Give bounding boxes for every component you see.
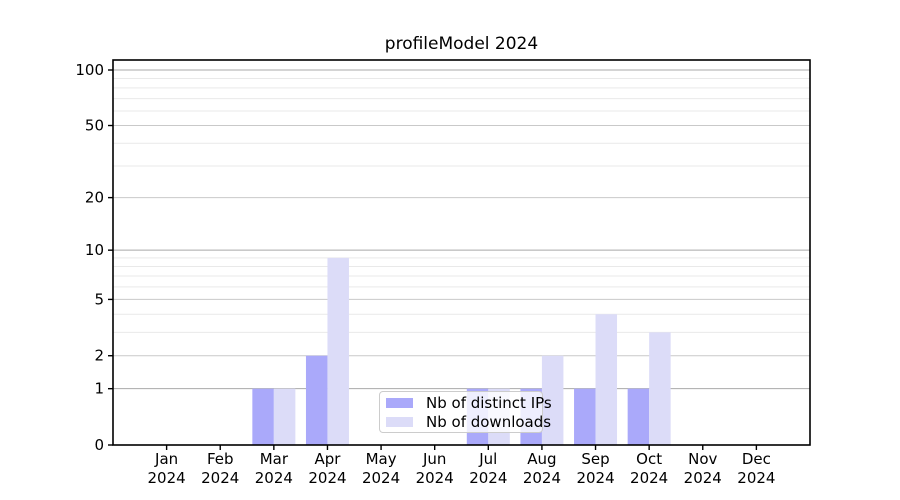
x-tick-label-year: 2024	[469, 469, 507, 487]
bar-distinct-ips	[627, 388, 650, 445]
x-tick-label-year: 2024	[255, 469, 293, 487]
legend-label-downloads: Nb of downloads	[426, 412, 552, 431]
legend-entry-distinct-ips: Nb of distinct IPs	[386, 394, 552, 412]
legend-swatch-downloads	[386, 416, 413, 427]
bar-distinct-ips	[305, 355, 328, 445]
y-tick-label: 20	[85, 189, 104, 207]
x-tick-label-month: Sep	[581, 450, 609, 468]
bar-distinct-ips	[574, 388, 596, 445]
y-tick-label: 1	[94, 380, 104, 398]
bar-downloads	[649, 332, 671, 445]
x-tick-label-month: Jun	[422, 450, 446, 468]
x-tick-label-month: Aug	[527, 450, 556, 468]
x-tick-label-month: Nov	[688, 450, 717, 468]
x-tick-label-month: Mar	[260, 450, 289, 468]
x-tick-label-month: Dec	[742, 450, 771, 468]
bar-downloads	[595, 314, 618, 445]
x-tick-label-year: 2024	[308, 469, 346, 487]
legend-label-distinct-ips: Nb of distinct IPs	[426, 393, 552, 412]
x-tick-label-month: Oct	[636, 450, 662, 468]
y-tick-label: 10	[85, 241, 104, 259]
legend-swatch-distinct-ips	[386, 397, 413, 408]
x-tick-label-year: 2024	[201, 469, 239, 487]
x-tick-label-month: Jan	[154, 450, 178, 468]
x-tick-label-year: 2024	[148, 469, 186, 487]
x-tick-label-year: 2024	[523, 469, 561, 487]
x-tick-label-month: Jul	[478, 450, 497, 468]
y-tick-label: 100	[75, 61, 104, 79]
legend: Nb of distinct IPs Nb of downloads	[379, 391, 552, 433]
bar-downloads	[327, 257, 349, 445]
x-tick-label-month: May	[366, 450, 397, 468]
x-tick-label-year: 2024	[684, 469, 722, 487]
y-tick-label: 5	[94, 290, 104, 308]
bar-distinct-ips	[252, 388, 274, 445]
plot-border	[112, 59, 811, 446]
x-tick-label-month: Feb	[207, 450, 234, 468]
x-tick-label-year: 2024	[737, 469, 775, 487]
x-tick-label-month: Apr	[314, 450, 341, 468]
legend-entry-downloads: Nb of downloads	[386, 413, 551, 431]
bar-downloads	[541, 355, 564, 445]
x-tick-label-year: 2024	[362, 469, 400, 487]
x-tick-label-year: 2024	[630, 469, 668, 487]
y-tick-label: 2	[94, 347, 104, 365]
y-tick-label: 50	[85, 117, 104, 135]
chart-title: profileModel 2024	[384, 34, 539, 54]
x-tick-label-year: 2024	[576, 469, 614, 487]
x-tick-label-year: 2024	[416, 469, 454, 487]
bar-downloads	[273, 388, 296, 445]
y-tick-label: 0	[94, 436, 104, 454]
